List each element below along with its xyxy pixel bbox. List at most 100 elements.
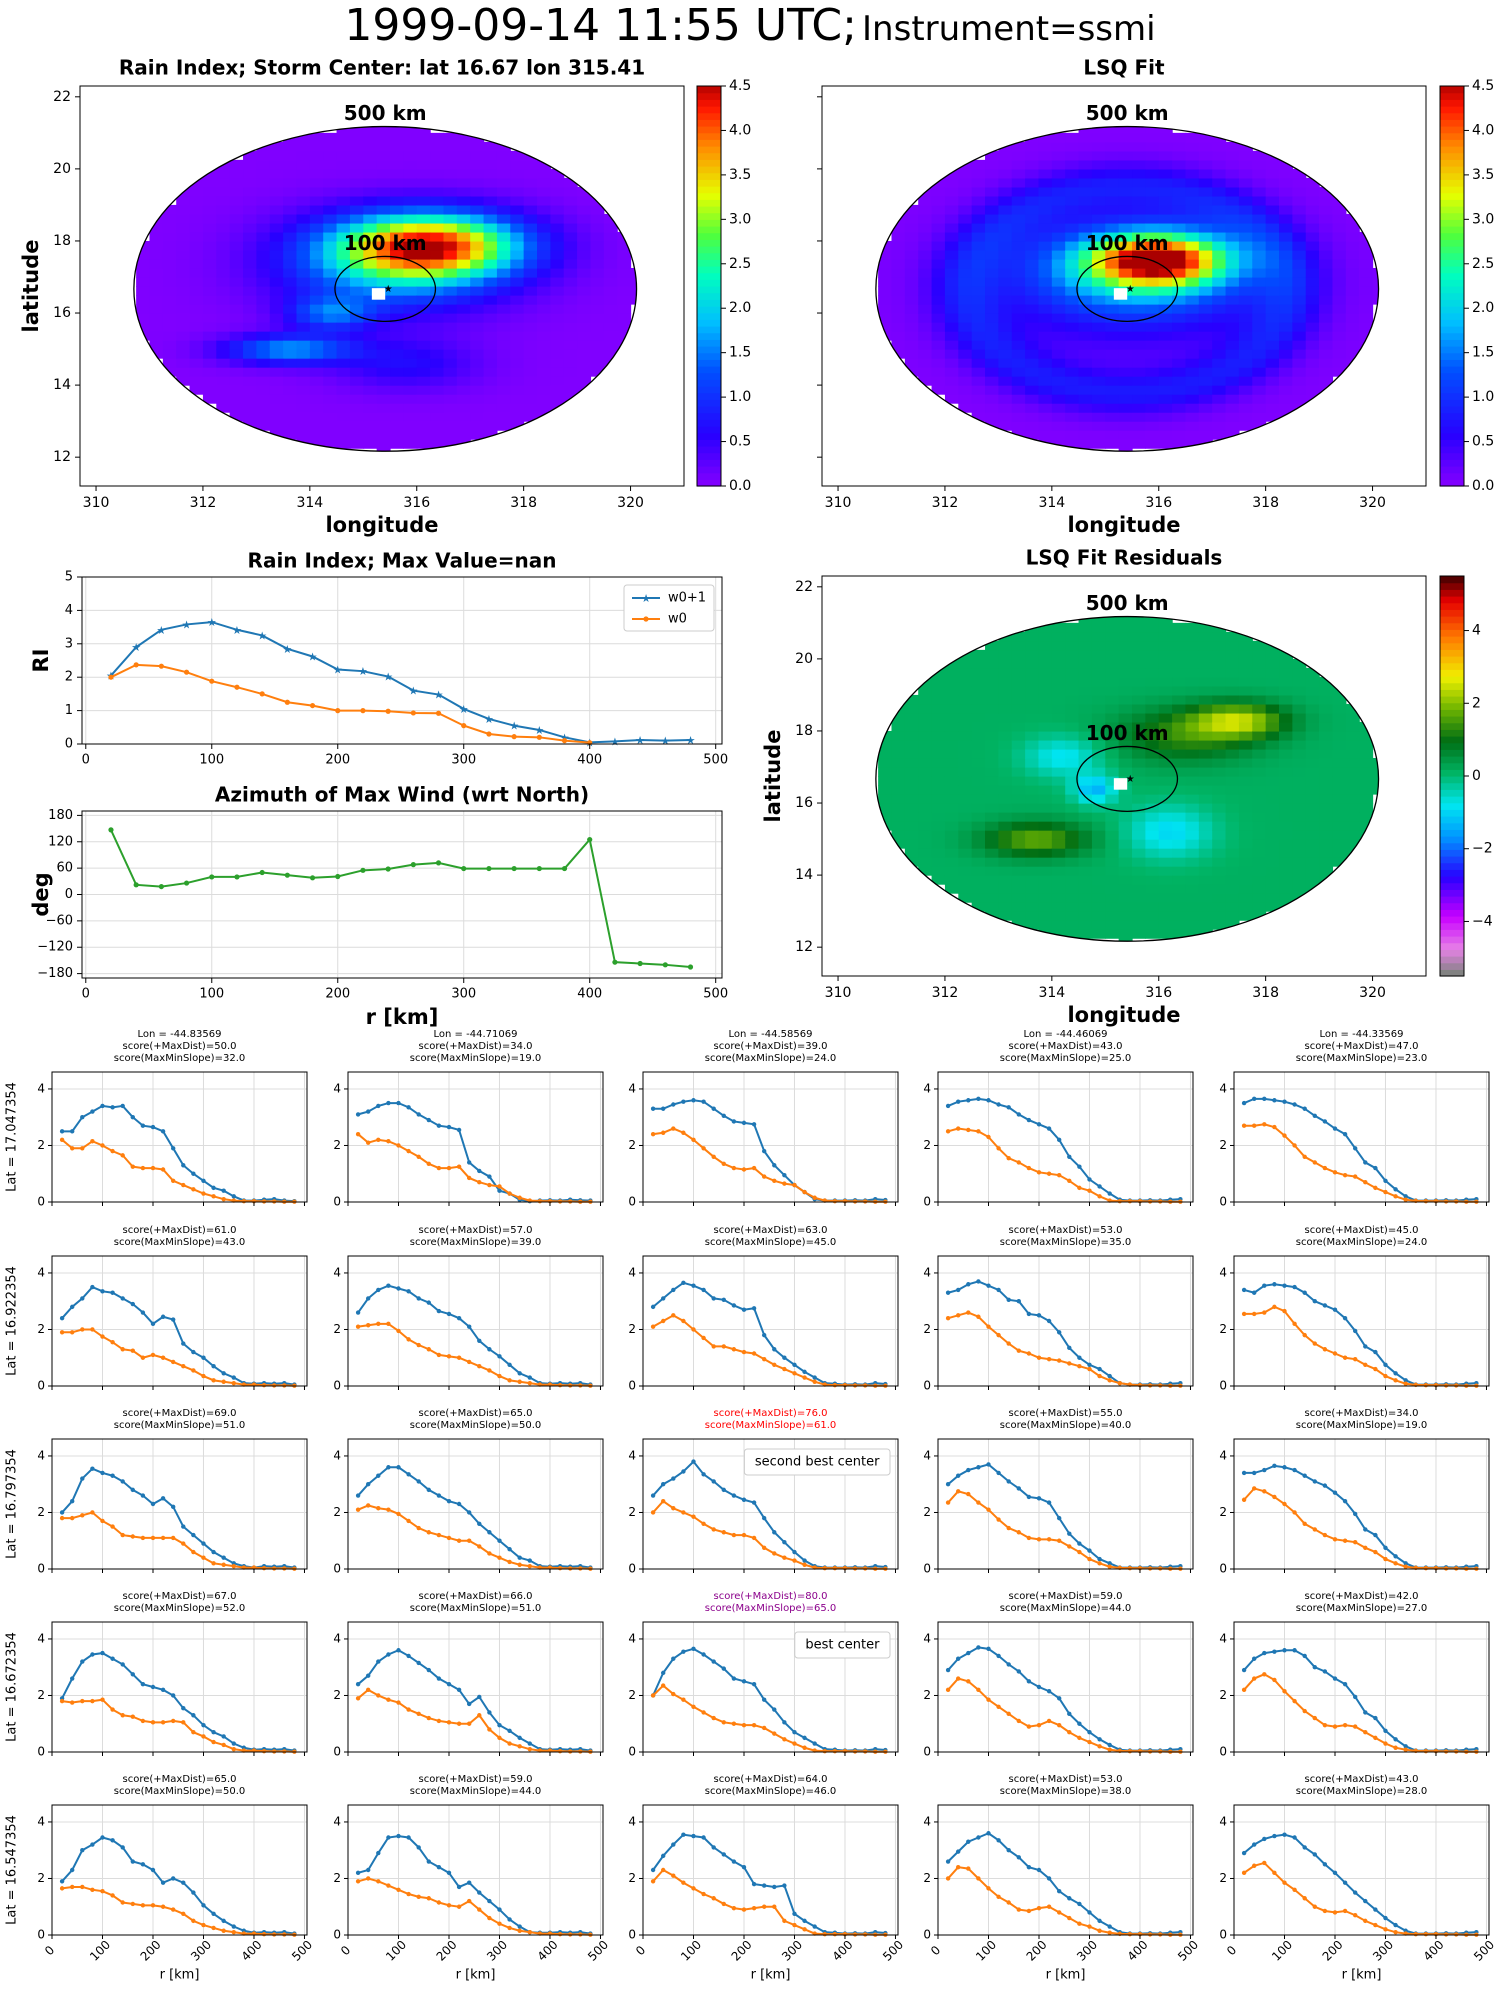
heatmap-cell (1025, 748, 1040, 759)
heatmap-cell (510, 403, 525, 413)
heatmap-cell (931, 694, 946, 705)
heatmap-cell (1132, 132, 1146, 143)
heatmap-cell (1025, 640, 1040, 651)
heatmap-cell (931, 267, 946, 278)
data-point (396, 1143, 401, 1148)
heatmap-cell (1145, 830, 1160, 840)
heatmap-cell (1198, 776, 1213, 786)
heatmap-cell (1091, 812, 1106, 822)
heatmap-cell (1011, 258, 1026, 269)
heatmap-cell (216, 204, 231, 215)
heatmap-cell (1359, 757, 1374, 768)
colorbar-swatch (1440, 749, 1464, 757)
heatmap-cell (904, 231, 919, 242)
heatmap-cell (149, 331, 164, 341)
heatmap-cell (176, 204, 191, 215)
x-tick-label: 200 (325, 987, 350, 1002)
heatmap-cell (1172, 766, 1187, 777)
colorbar-swatch (1440, 776, 1464, 784)
data-point (1292, 1102, 1297, 1107)
heatmap-cell (1051, 331, 1066, 341)
data-point (181, 1524, 186, 1529)
data-point (221, 1379, 226, 1384)
heatmap-cell (336, 240, 351, 251)
heatmap-cell (931, 721, 946, 732)
heatmap-cell (202, 322, 217, 332)
heatmap-cell (891, 712, 906, 723)
heatmap-cell (878, 739, 893, 750)
heatmap-cell (1065, 322, 1080, 332)
heatmap-cell (1038, 195, 1053, 206)
y-tick-label: 2 (923, 1505, 931, 1519)
heatmap-cell (336, 349, 351, 359)
heatmap-cell (1158, 658, 1173, 669)
heatmap-cell (1105, 631, 1120, 642)
heatmap-cell (363, 231, 378, 242)
heatmap-cell (1292, 667, 1307, 678)
colorbar-swatch (1440, 669, 1464, 677)
heatmap-cell (1252, 685, 1267, 696)
heatmap-cell (430, 132, 445, 143)
y-tick-label: 4 (923, 1265, 931, 1279)
heatmap-cell (216, 367, 231, 377)
heatmap-cell (1372, 286, 1379, 296)
heatmap-cell (1225, 839, 1240, 849)
heatmap-cell (323, 403, 338, 413)
heatmap-cell (1185, 703, 1200, 714)
heatmap-cell (323, 132, 338, 143)
heatmap-cell (958, 658, 973, 669)
heatmap-cell (1065, 159, 1080, 170)
heatmap-cell (296, 150, 311, 161)
data-point (140, 1493, 146, 1498)
heatmap-cell (1078, 667, 1093, 678)
heatmap-cell (430, 222, 445, 233)
heatmap-cell (456, 385, 471, 395)
series-line-orange (947, 1127, 1181, 1203)
heatmap-cell (1198, 640, 1213, 651)
heatmap-cell (1145, 403, 1160, 413)
heatmap-cell (1132, 902, 1146, 912)
heatmap-cell (496, 186, 511, 197)
heatmap-cell (483, 222, 498, 233)
heatmap-cell (1292, 712, 1307, 723)
heatmap-cell (1065, 902, 1080, 912)
heatmap-cell (1292, 866, 1307, 876)
heatmap-cell (1185, 276, 1200, 287)
heatmap-cell (1212, 403, 1227, 413)
data-point (945, 1482, 951, 1487)
heatmap-cell (202, 340, 217, 350)
axes-frame (642, 1071, 899, 1203)
heatmap-cell (1305, 776, 1320, 786)
heatmap-cell (309, 267, 324, 278)
heatmap-cell (323, 331, 338, 341)
heatmap-cell (1332, 358, 1347, 368)
heatmap-cell (563, 313, 578, 323)
heatmap-cell (1118, 929, 1133, 939)
heatmap-cell (1198, 631, 1213, 642)
heatmap-cell (1292, 168, 1307, 179)
heatmap-cell (323, 141, 338, 152)
heatmap-cell (470, 168, 485, 179)
heatmap-cell (336, 394, 351, 404)
colorbar-tick-label: 3.0 (729, 211, 751, 227)
heatmap-cell (202, 304, 217, 314)
heatmap-cell (309, 276, 324, 287)
data-point (832, 1565, 838, 1571)
heatmap-cell (390, 150, 404, 161)
panel-lon-label: Lon = -44.71069 (434, 1029, 518, 1040)
heatmap-cell (1118, 222, 1133, 233)
heatmap-cell (1105, 920, 1120, 930)
heatmap-cell (1105, 126, 1120, 134)
heatmap-cell (590, 349, 605, 359)
data-point (335, 708, 341, 714)
heatmap-cell (523, 394, 538, 404)
heatmap-cell (891, 812, 906, 822)
heatmap-cell (1132, 240, 1146, 251)
heatmap-cell (1105, 295, 1120, 305)
heatmap-cell (998, 168, 1013, 179)
data-point (1322, 1165, 1328, 1171)
heatmap-cell (510, 412, 525, 422)
heatmap-cell (1105, 358, 1120, 368)
data-point (1056, 1538, 1062, 1543)
heatmap-cell (1158, 168, 1173, 179)
